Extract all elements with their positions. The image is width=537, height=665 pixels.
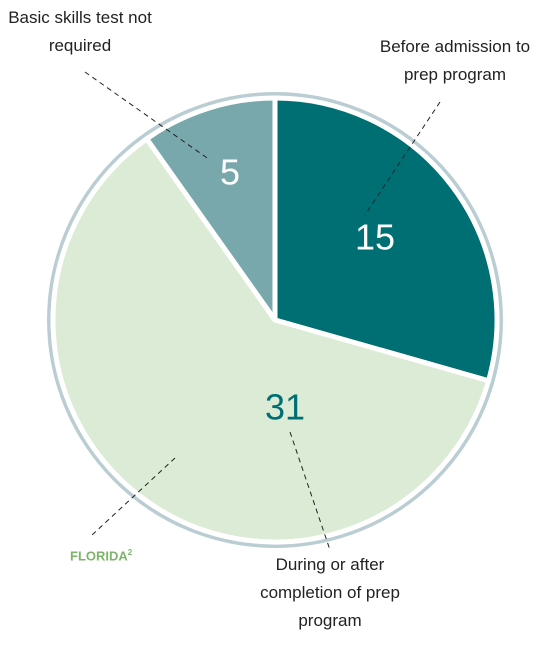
annotation: FLORIDA2 <box>70 548 132 563</box>
annotation-text: FLORIDA <box>70 548 128 564</box>
value-label: 15 <box>355 217 395 258</box>
pie-slice <box>50 136 492 545</box>
leader-line <box>84 71 211 161</box>
pie-slice <box>144 95 278 323</box>
value-label: 31 <box>265 387 305 428</box>
value-label: 5 <box>220 152 240 193</box>
leader-line <box>364 101 441 216</box>
leader-line <box>289 431 331 551</box>
annotation-superscript: 2 <box>127 548 133 557</box>
category-label: Before admission to prep program <box>379 37 531 84</box>
category-label: During or after completion of prep progr… <box>260 555 400 630</box>
category-label: Basic skills test not required <box>8 8 152 55</box>
leader-line <box>91 457 176 536</box>
pie-slice <box>272 95 500 384</box>
